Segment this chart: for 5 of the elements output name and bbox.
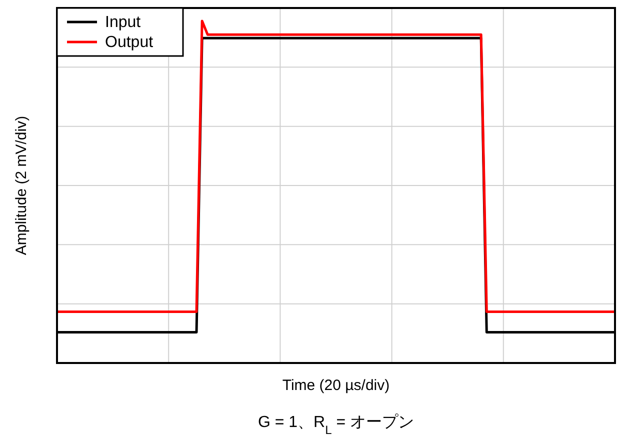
legend-label: Input: [105, 14, 142, 31]
y-axis-title: Amplitude (2 mV/div): [13, 116, 30, 256]
legend-label: Output: [105, 34, 154, 51]
x-axis-title: Time (20 µs/div): [282, 377, 390, 394]
text: G = 1、R$_{L}$ = オープン: [258, 413, 414, 437]
